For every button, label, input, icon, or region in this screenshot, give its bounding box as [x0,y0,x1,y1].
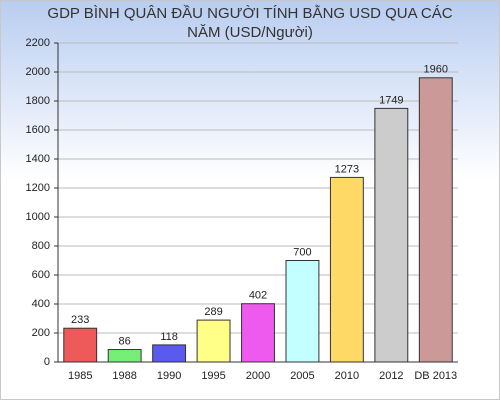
data-label: 118 [160,331,178,343]
bar [63,327,98,363]
bar [107,349,142,363]
x-tick-label: 2005 [290,370,314,382]
data-label: 700 [293,246,311,258]
data-label: 289 [204,306,222,318]
bar [329,176,364,363]
data-label: 402 [249,290,267,302]
y-tick-label: 400 [32,298,50,310]
bar [241,303,275,363]
chart-title: GDP BÌNH QUÂN ĐẦU NGƯỜI TÍNH BẰNG USD QU… [47,5,453,41]
y-tick-label: 2000 [26,66,50,78]
y-tick-label: 0 [44,356,50,368]
y-tick-label: 600 [32,269,50,281]
data-label: 1749 [379,94,403,106]
x-tick-label: 1990 [157,370,181,382]
y-tick-label: 1400 [26,153,50,165]
x-tick-label: 1995 [201,370,225,382]
x-tick-label: DB 2013 [414,370,457,382]
y-tick-label: 1200 [26,182,50,194]
y-tick-label: 1600 [26,124,50,136]
x-tick-label: 2000 [246,370,270,382]
data-label: 233 [71,314,89,326]
y-tick-label: 800 [32,240,50,252]
y-tick-label: 1800 [26,95,50,107]
x-tick-label: 1988 [112,370,136,382]
data-label: 86 [119,335,131,347]
x-tick-label: 2012 [379,370,403,382]
data-label: 1960 [424,64,448,76]
bar [285,260,320,363]
bar [196,319,231,363]
y-tick-label: 2200 [26,37,50,49]
bar [374,107,409,363]
y-tick-label: 1000 [26,211,50,223]
bar [418,77,453,363]
y-tick-label: 200 [32,327,50,339]
x-tick-label: 1985 [68,370,92,382]
data-label: 1273 [335,163,359,175]
x-tick-label: 2010 [335,370,359,382]
bar [152,344,187,363]
